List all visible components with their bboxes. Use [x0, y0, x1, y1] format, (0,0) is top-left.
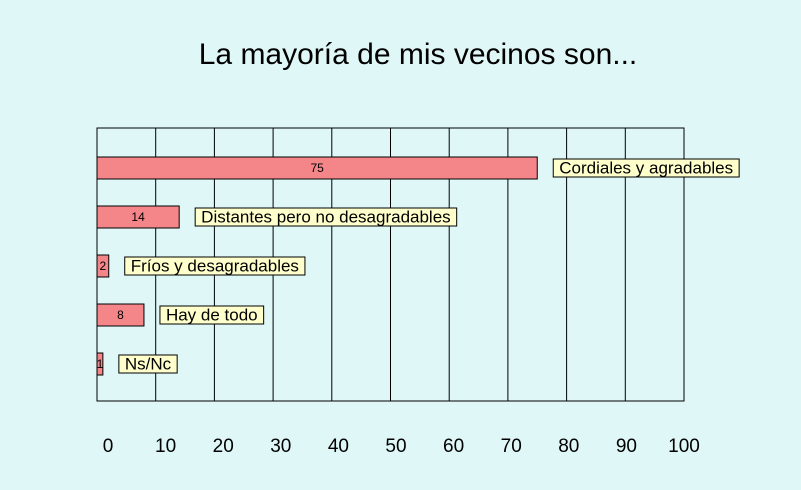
category-label-box: [124, 256, 306, 276]
x-tick-label: 80: [558, 436, 579, 457]
value-label: 1: [97, 357, 104, 371]
value-label: 2: [100, 259, 107, 273]
category-label: Ns/Nc: [125, 354, 172, 373]
value-label: 75: [310, 161, 324, 175]
x-tick-label: 60: [443, 436, 464, 457]
x-tick-label: 100: [668, 436, 700, 457]
category-label: Fríos y desagradables: [131, 256, 299, 275]
chart-title: La mayoría de mis vecinos son...: [199, 38, 638, 71]
category-label-box: [552, 158, 740, 178]
bar: [96, 352, 104, 376]
category-label: Hay de todo: [166, 305, 258, 324]
category-label: Cordiales y agradables: [559, 158, 733, 177]
x-tick-label: 90: [616, 436, 637, 457]
x-tick-label: 40: [328, 436, 349, 457]
x-tick-label: 20: [213, 436, 234, 457]
x-tick-label: 50: [385, 436, 406, 457]
category-label: Distantes pero no desagradables: [201, 207, 451, 226]
bar: [96, 205, 180, 229]
category-label-box: [118, 354, 178, 374]
value-label: 8: [117, 308, 124, 322]
category-label-box: [159, 305, 265, 325]
x-tick-label: 10: [155, 436, 176, 457]
bar: [96, 303, 145, 327]
category-label-box: [194, 207, 458, 227]
x-tick-label: 30: [270, 436, 291, 457]
value-label: 14: [131, 210, 145, 224]
bar: [96, 156, 538, 180]
bar: [96, 254, 110, 278]
x-tick-label: 70: [501, 436, 522, 457]
x-tick-label: 0: [103, 436, 114, 457]
